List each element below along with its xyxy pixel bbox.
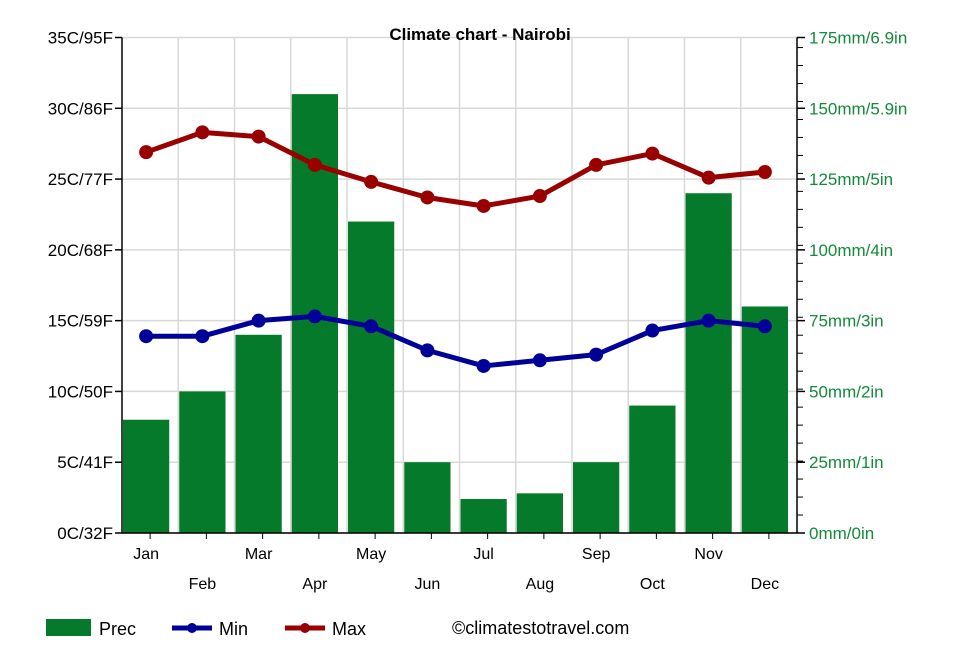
max-point-jan <box>139 145 154 160</box>
left-tick-label: 5C/41F <box>57 453 113 472</box>
x-tick-label: Aug <box>526 576 554 593</box>
legend-swatch-prec <box>46 619 91 636</box>
prec-bar-jun <box>404 462 451 533</box>
x-tick-label: May <box>356 546 386 563</box>
legend-marker-min <box>187 623 197 633</box>
min-point-aug <box>532 353 547 368</box>
max-point-oct <box>645 146 660 161</box>
max-point-aug <box>532 189 547 204</box>
right-tick-label: 150mm/5.9in <box>809 99 907 118</box>
right-tick-label: 0mm/0in <box>809 524 874 543</box>
prec-bars <box>123 94 788 534</box>
x-tick-label: Jan <box>133 546 159 563</box>
x-tick-label: Jul <box>473 546 493 563</box>
max-point-dec <box>757 164 772 179</box>
right-tick-label: 100mm/4in <box>809 241 893 260</box>
right-tick-label: 25mm/1in <box>809 453 884 472</box>
prec-bar-aug <box>516 493 563 533</box>
x-tick-label: Dec <box>751 576 779 593</box>
legend-marker-max <box>300 623 310 633</box>
min-point-mar <box>251 313 266 328</box>
min-point-dec <box>757 319 772 334</box>
min-point-apr <box>307 309 322 324</box>
right-tick-label: 50mm/2in <box>809 382 884 401</box>
x-tick-label: Sep <box>582 546 611 563</box>
max-point-sep <box>589 157 604 172</box>
chart-title: Climate chart - Nairobi <box>389 25 570 44</box>
max-point-nov <box>701 170 716 185</box>
prec-bar-jul <box>460 499 507 533</box>
prec-bar-jan <box>123 419 170 533</box>
prec-bar-mar <box>235 334 282 533</box>
x-tick-label: Feb <box>189 576 217 593</box>
temperature-lines <box>139 125 772 373</box>
x-tick-label: Apr <box>302 576 328 593</box>
left-tick-label: 20C/68F <box>48 241 113 260</box>
x-tick-label: Jun <box>414 576 440 593</box>
left-tick-label: 10C/50F <box>48 382 113 401</box>
prec-bar-sep <box>573 462 620 533</box>
axes: 0C/32F 5C/41F 10C/50F 15C/59F 20C/68F 25C/77F… <box>48 29 907 594</box>
min-point-sep <box>589 347 604 362</box>
legend-label-min: Min <box>219 619 248 639</box>
left-tick-label: 30C/86F <box>48 99 113 118</box>
legend-label-max: Max <box>332 619 366 639</box>
max-point-mar <box>251 129 266 144</box>
min-point-jan <box>139 329 154 344</box>
min-point-oct <box>645 323 660 338</box>
max-point-jun <box>420 190 435 205</box>
credit[interactable]: ©climatestotravel.com <box>452 618 629 638</box>
right-tick-label: 175mm/6.9in <box>809 29 907 48</box>
prec-bar-oct <box>629 405 676 533</box>
x-tick-label: Mar <box>245 546 273 563</box>
x-tick-label: Nov <box>694 546 722 563</box>
min-point-may <box>364 319 379 334</box>
max-point-may <box>364 174 379 189</box>
x-tick-label: Oct <box>640 576 665 593</box>
max-point-apr <box>307 157 322 172</box>
left-tick-label: 25C/77F <box>48 170 113 189</box>
legend: Prec Min Max <box>46 619 366 639</box>
min-line <box>146 313 766 369</box>
right-tick-label: 125mm/5in <box>809 170 893 189</box>
max-point-jul <box>476 198 491 213</box>
left-tick-label: 0C/32F <box>57 524 113 543</box>
max-point-feb <box>195 125 210 140</box>
grid <box>122 36 797 534</box>
left-tick-label: 35C/95F <box>48 29 113 48</box>
left-tick-label: 15C/59F <box>48 312 113 331</box>
prec-bar-feb <box>179 391 226 533</box>
prec-bar-dec <box>741 306 788 533</box>
prec-bar-nov <box>685 193 732 533</box>
right-tick-label: 75mm/3in <box>809 312 884 331</box>
legend-label-prec: Prec <box>99 619 136 639</box>
min-point-jul <box>476 358 491 373</box>
max-line <box>145 129 766 209</box>
min-point-jun <box>420 343 435 358</box>
prec-bar-may <box>348 221 395 534</box>
min-point-nov <box>701 313 716 328</box>
min-point-feb <box>195 329 210 344</box>
